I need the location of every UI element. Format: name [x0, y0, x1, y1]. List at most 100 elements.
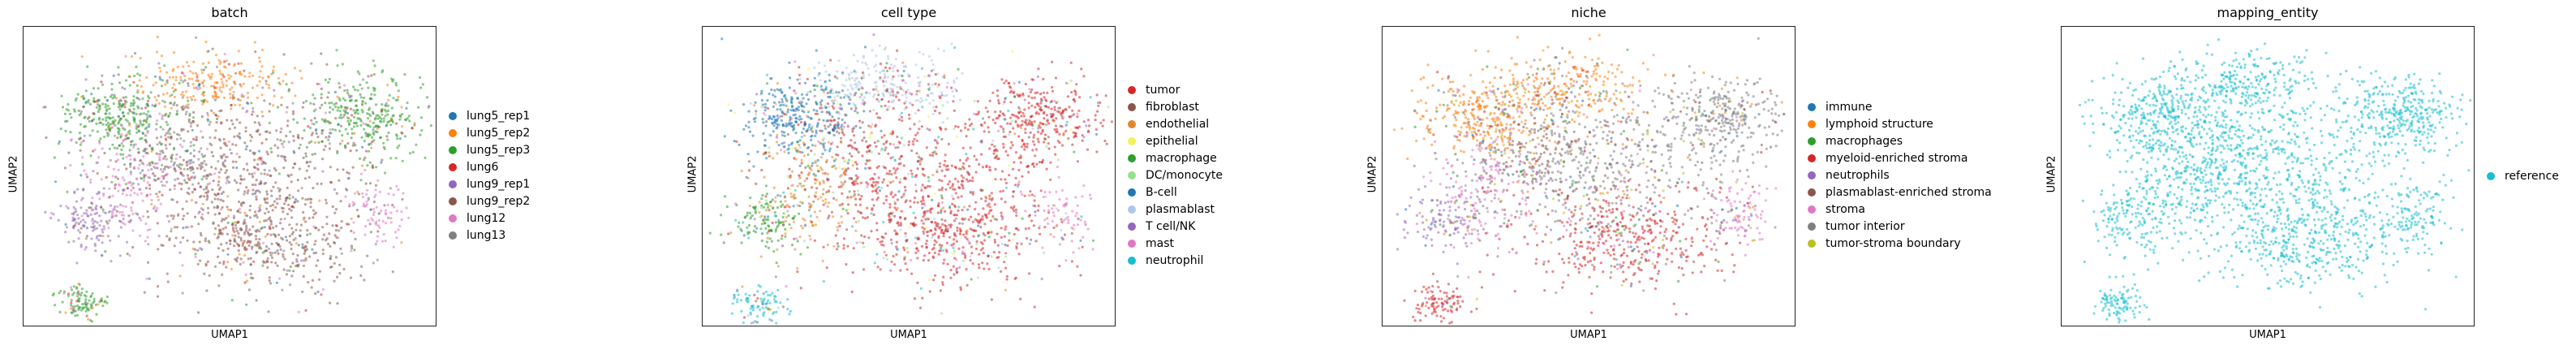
scatter-point — [264, 162, 267, 165]
scatter-point — [81, 303, 84, 306]
scatter-point — [983, 121, 987, 124]
scatter-point — [299, 235, 302, 238]
panel-batch: batch UMAP1 UMAP2 lung5_rep1 lung5_rep2 lu… — [0, 0, 633, 350]
scatter-point — [780, 90, 783, 93]
scatter-point — [798, 164, 802, 167]
scatter-point — [310, 119, 313, 122]
scatter-point — [802, 217, 805, 221]
scatter-point — [894, 193, 897, 197]
scatter-point — [955, 217, 958, 220]
scatter-point — [376, 235, 380, 238]
scatter-point — [762, 132, 765, 135]
scatter-point — [290, 205, 294, 208]
scatter-point — [163, 184, 166, 188]
scatter-point — [202, 68, 205, 71]
scatter-point — [953, 109, 956, 112]
scatter-point — [788, 223, 791, 227]
scatter-point — [1039, 93, 1042, 96]
scatter-point — [189, 140, 192, 144]
scatter-point — [159, 78, 162, 81]
scatter-point — [316, 136, 320, 139]
scatter-point — [781, 110, 784, 113]
scatter-point — [746, 214, 749, 217]
scatter-point — [188, 179, 191, 182]
scatter-point — [1026, 119, 1030, 122]
scatter-point — [253, 192, 256, 195]
scatter-point — [202, 84, 205, 88]
scatter-point — [355, 124, 359, 127]
scatter-point — [67, 151, 71, 154]
scatter-point — [368, 97, 372, 101]
scatter-point — [155, 136, 159, 140]
scatter-point — [302, 264, 306, 267]
scatter-point — [269, 233, 273, 236]
scatter-point — [833, 164, 836, 167]
scatter-point — [904, 231, 907, 235]
scatter-point — [152, 171, 155, 175]
scatter-point — [228, 93, 232, 96]
scatter-point — [1047, 136, 1050, 139]
scatter-point — [303, 246, 306, 249]
scatter-point — [788, 86, 791, 89]
scatter-point — [185, 163, 188, 167]
scatter-point — [756, 296, 759, 300]
scatter-point — [839, 103, 842, 106]
scatter-point — [862, 245, 866, 248]
scatter-point — [796, 150, 799, 153]
scatter-point — [315, 127, 318, 132]
scatter-point — [729, 109, 733, 112]
scatter-point — [841, 157, 845, 160]
scatter-point — [903, 176, 906, 179]
scatter-point — [303, 249, 307, 253]
scatter-point — [1010, 140, 1013, 144]
scatter-point — [258, 245, 261, 248]
scatter-point — [1110, 120, 1113, 123]
scatter-point — [1046, 119, 1049, 123]
scatter-point — [1047, 142, 1050, 145]
scatter-point — [890, 260, 893, 263]
scatter-point — [949, 269, 953, 272]
scatter-point — [370, 217, 373, 220]
scatter-point — [923, 75, 927, 78]
scatter-point — [147, 168, 150, 172]
scatter-point — [277, 154, 280, 158]
scatter-point — [932, 279, 935, 282]
scatter-point — [1064, 217, 1068, 220]
scatter-point — [825, 110, 828, 114]
scatter-point — [256, 84, 259, 87]
scatter-point — [776, 88, 779, 91]
scatter-point — [367, 123, 370, 127]
scatter-point — [766, 231, 769, 235]
scatter-point — [216, 81, 219, 84]
scatter-point — [960, 183, 963, 186]
scatter-point — [101, 231, 105, 234]
scatter-point — [174, 178, 177, 181]
scatter-point — [832, 244, 836, 248]
scatter-point — [1103, 139, 1107, 143]
scatter-point — [955, 267, 958, 270]
scatter-point — [115, 153, 118, 156]
scatter-point — [785, 113, 788, 116]
scatter-point — [110, 180, 114, 184]
scatter-point — [72, 205, 75, 209]
scatter-point — [747, 110, 750, 113]
scatter-point — [296, 253, 299, 257]
scatter-point — [256, 240, 260, 244]
scatter-point — [847, 203, 850, 206]
scatter-point — [292, 110, 295, 113]
scatter-point — [59, 205, 62, 208]
scatter-point — [760, 232, 764, 235]
scatter-point — [759, 297, 763, 300]
scatter-point — [67, 240, 71, 244]
scatter-point — [102, 192, 105, 196]
scatter-point — [342, 115, 345, 119]
scatter-point — [225, 241, 228, 244]
scatter-point — [924, 242, 927, 245]
scatter-point — [328, 122, 332, 125]
scatter-point — [270, 189, 273, 192]
scatter-point — [146, 228, 149, 231]
scatter-point — [260, 93, 264, 97]
scatter-point — [759, 227, 763, 231]
scatter-point — [836, 70, 839, 73]
scatter-point — [154, 81, 157, 84]
